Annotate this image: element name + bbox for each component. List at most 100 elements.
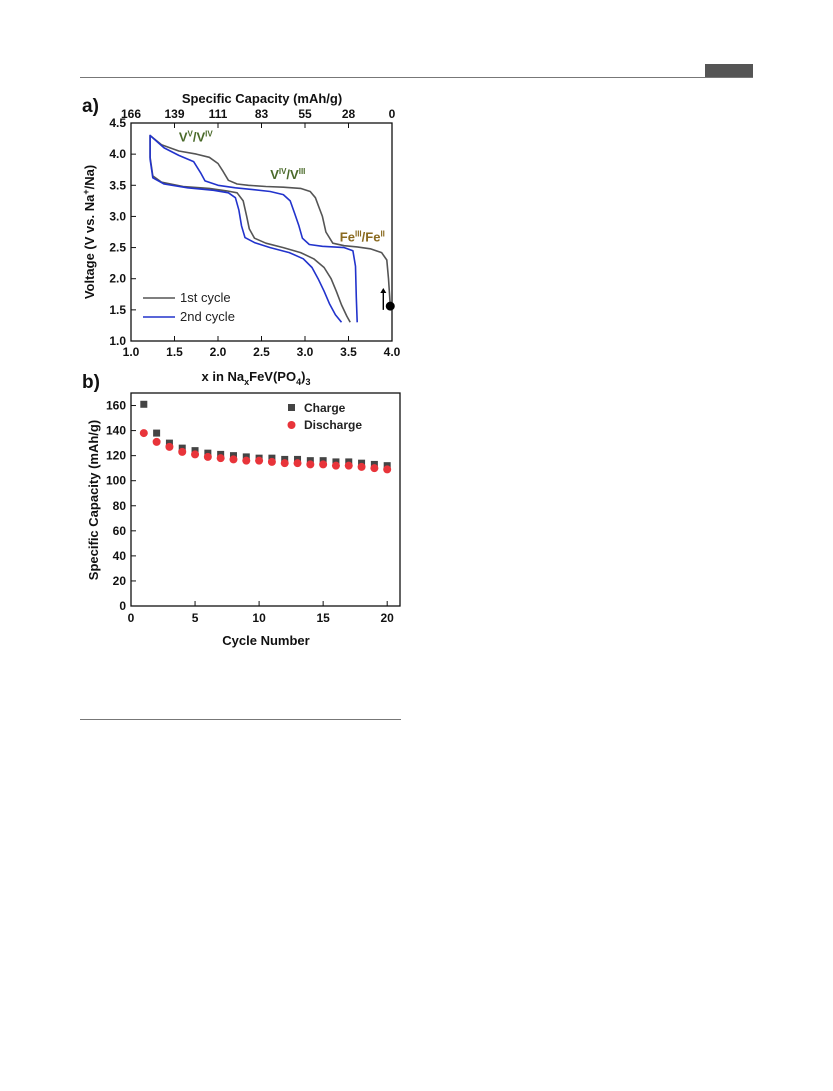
discharge-point — [357, 462, 366, 471]
discharge-point — [191, 450, 200, 459]
panel-a-plot-frame — [130, 122, 393, 342]
x-tick-label: 0 — [128, 611, 135, 625]
panel-a-top-ticks: 166 139 111 83 55 28 0 — [121, 107, 396, 128]
redox-sup2: III — [299, 167, 306, 176]
redox-sup1: III — [355, 229, 362, 238]
redox-annotation: VV/VIV — [179, 130, 214, 145]
y-tick-label: 140 — [106, 424, 126, 438]
redox-base: V — [270, 167, 279, 182]
discharge-point — [139, 429, 148, 438]
x-tick-label: 20 — [381, 611, 395, 625]
redox-annotation: FeIII/FeII — [340, 229, 385, 244]
panel-a-ticks: 1.0 1.5 2.0 2.5 3.0 3.5 4.0 1.0 1.5 2.0 2.5 3.0 3.5 4… — [109, 116, 400, 359]
y-tick-label: 3.0 — [109, 209, 126, 223]
page-footer-rule — [80, 719, 401, 720]
y-tick-label: 3.5 — [109, 178, 126, 192]
discharge-point — [178, 447, 187, 456]
x-tick-label: 2.5 — [253, 345, 270, 359]
arrow-head — [380, 288, 387, 294]
redox-sup1: V — [188, 130, 194, 139]
panel-a-x-axis-label: x in NaxFeV(PO4)3 — [202, 369, 311, 387]
x-tick-label: 15 — [316, 611, 330, 625]
series-line-2 — [149, 134, 358, 323]
top-tick-label: 111 — [209, 107, 228, 121]
y-tick-label: 2.0 — [109, 272, 126, 286]
discharge-point — [383, 465, 392, 474]
discharge-point — [255, 456, 264, 465]
y-tick-label: 2.5 — [109, 241, 126, 255]
legend-label-2: 2nd cycle — [180, 309, 235, 324]
discharge-point — [216, 454, 225, 463]
panel-b-plot-frame — [130, 392, 401, 607]
top-tick-label: 166 — [121, 107, 141, 121]
x-tick-label: 3.0 — [297, 345, 314, 359]
panel-b-cycling: b) 0 5 10 15 20 0 20 40 60 80 100 120 140 160 Charge D… — [82, 372, 401, 648]
discharge-point — [293, 459, 302, 468]
y-tick-label: 160 — [106, 399, 126, 413]
panel-b-legend: Charge Discharge — [287, 401, 362, 432]
y-tick-label: 4.0 — [109, 147, 126, 161]
panel-a-legend: 1st cycle 2nd cycle — [143, 290, 235, 324]
discharge-point — [331, 461, 340, 470]
y-tick-label: 40 — [113, 549, 127, 563]
y-tick-label: 60 — [113, 524, 127, 538]
redox-annotation: VIV/VIII — [270, 167, 305, 182]
panel-b-x-axis-label: Cycle Number — [222, 633, 309, 648]
page-header-rule — [80, 77, 753, 78]
panel-b-y-axis-label: Specific Capacity (mAh/g) — [86, 420, 101, 580]
panel-b-ticks: 0 5 10 15 20 0 20 40 60 80 100 120 140 160 — [106, 399, 394, 625]
x-tick-label: 4.0 — [384, 345, 401, 359]
panel-a-voltage-profile: a) Specific Capacity (mAh/g) 166 139 111 83… — [81, 91, 401, 387]
discharge-point — [267, 457, 276, 466]
panel-a-label: a) — [82, 96, 99, 117]
discharge-point — [344, 461, 353, 470]
y-tick-label: 80 — [113, 499, 127, 513]
discharge-point — [229, 455, 238, 464]
panel-b-label: b) — [82, 372, 100, 393]
legend-discharge-label: Discharge — [304, 418, 362, 432]
x-tick-label: 2.0 — [210, 345, 227, 359]
discharge-point — [280, 459, 289, 468]
redox-sup2: II — [380, 229, 384, 238]
y-tick-label: 1.0 — [109, 334, 126, 348]
redox-base: V — [179, 130, 188, 145]
start-marker — [385, 301, 395, 311]
top-tick-label: 0 — [389, 107, 396, 121]
y-tick-label: 4.5 — [109, 116, 126, 130]
x-tick-label: 1.0 — [123, 345, 140, 359]
y-tick-label: 120 — [106, 449, 126, 463]
discharge-point — [203, 452, 212, 461]
discharge-point — [319, 460, 328, 469]
redox-sep: /V — [193, 130, 206, 145]
top-tick-label: 83 — [255, 107, 269, 121]
x-tick-label: 1.5 — [166, 345, 183, 359]
y-tick-label: 100 — [106, 474, 126, 488]
y-tick-label: 1.5 — [109, 303, 126, 317]
discharge-point — [152, 437, 161, 446]
panel-a-y-axis-label: Voltage (V vs. Na+/Na) — [81, 165, 97, 299]
legend-charge-marker — [288, 404, 295, 411]
y-tick-label: 20 — [113, 574, 127, 588]
top-tick-label: 28 — [342, 107, 356, 121]
legend-label-1: 1st cycle — [180, 290, 231, 305]
redox-sup1: IV — [279, 167, 287, 176]
redox-base: Fe — [340, 229, 355, 244]
panel-a-top-axis-label: Specific Capacity (mAh/g) — [182, 91, 342, 106]
redox-sep: /V — [286, 167, 299, 182]
discharge-point — [242, 456, 251, 465]
panel-a-series — [149, 134, 395, 323]
legend-discharge-marker — [287, 421, 296, 429]
y-tick-label: 0 — [119, 599, 126, 613]
top-tick-label: 139 — [164, 107, 184, 121]
panel-b-series — [139, 400, 392, 474]
redox-sup2: IV — [205, 130, 213, 139]
x-tick-label: 3.5 — [340, 345, 357, 359]
charge-point — [153, 429, 161, 437]
discharge-point — [370, 464, 379, 473]
legend-charge-label: Charge — [304, 401, 346, 415]
top-tick-label: 55 — [298, 107, 312, 121]
x-tick-label: 10 — [252, 611, 266, 625]
discharge-point — [306, 460, 315, 469]
